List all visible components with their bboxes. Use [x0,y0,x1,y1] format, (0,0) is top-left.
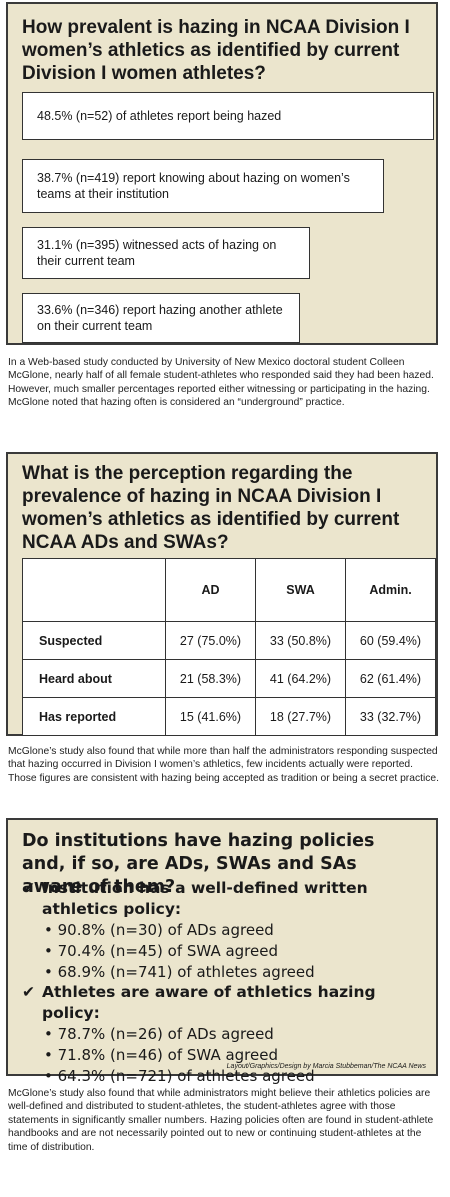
survey-table: AD SWA Admin. Suspected 27 (75.0%) 33 (50.… [22,558,436,736]
group-heading: ✔ Athletes are aware of athletics hazing … [22,982,432,1024]
header-cell [22,558,166,622]
cell: 33 (50.8%) [255,621,346,660]
stat-box: 31.1% (n=395) witnessed acts of hazing o… [22,227,310,279]
panel-administrators: What is the perception regarding the pre… [6,452,438,736]
row-label: Has reported [22,697,166,736]
stat-box: 33.6% (n=346) report hazing another athl… [22,293,300,343]
panel-policies: Do institutions have hazing policies and… [6,818,438,1085]
cell: 41 (64.2%) [255,659,346,698]
cell: 15 (41.6%) [165,697,256,736]
item-text: 70.4% (n=45) of SWA agreed [57,942,278,960]
check-icon: ✔ [22,983,35,1001]
cell: 60 (59.4%) [345,621,436,660]
item-text: 71.8% (n=46) of SWA agreed [57,1046,278,1064]
group-item: • 78.7% (n=26) of ADs agreed [44,1025,274,1043]
stat-box: 48.5% (n=52) of athletes report being ha… [22,92,434,140]
group-item: • 64.3% (n=721) of athletes agreed [44,1067,315,1085]
policy-group: ✔ Athletes are aware of athletics hazing … [22,982,432,1087]
stat-box: 38.7% (n=419) report knowing about hazin… [22,159,384,213]
cell: 33 (32.7%) [345,697,436,736]
group-item: • 70.4% (n=45) of SWA agreed [44,942,278,960]
policy-group: ✔ Institution has a well-defined written … [22,878,432,983]
panel-title: How prevalent is hazing in NCAA Division… [22,17,410,84]
panel-title: Do institutions have hazing policies and… [22,831,375,897]
group-heading: ✔ Institution has a well-defined written … [22,878,432,920]
credit: Layout/Graphics/Design by Marcia Stubbem… [226,1063,426,1070]
cell: 18 (27.7%) [255,697,346,736]
header-cell: Admin. [345,558,436,622]
item-text: 78.7% (n=26) of ADs agreed [57,1025,274,1043]
panel-title: What is the perception regarding the pre… [22,463,400,553]
caption: McGlone’s study also found that while mo… [8,746,439,784]
check-icon: ✔ [22,879,35,897]
row-label: Heard about [22,659,166,698]
heading-text: Institution has a well-defined written a… [42,879,368,918]
row-label: Suspected [22,621,166,660]
caption: In a Web-based study conducted by Univer… [8,357,434,409]
heading-text: Athletes are aware of athletics hazing p… [42,983,376,1022]
header-cell: SWA [255,558,346,622]
group-item: • 71.8% (n=46) of SWA agreed [44,1046,278,1064]
cell: 21 (58.3%) [165,659,256,698]
cell: 27 (75.0%) [165,621,256,660]
item-text: 90.8% (n=30) of ADs agreed [57,921,274,939]
item-text: 68.9% (n=741) of athletes agreed [57,963,315,981]
item-text: 64.3% (n=721) of athletes agreed [57,1067,315,1085]
group-item: • 90.8% (n=30) of ADs agreed [44,921,274,939]
header-cell: AD [165,558,256,622]
caption: McGlone’s study also found that while ad… [8,1088,434,1153]
group-item: • 68.9% (n=741) of athletes agreed [44,963,315,981]
panel-athletes: How prevalent is hazing in NCAA Division… [6,2,438,345]
cell: 62 (61.4%) [345,659,436,698]
